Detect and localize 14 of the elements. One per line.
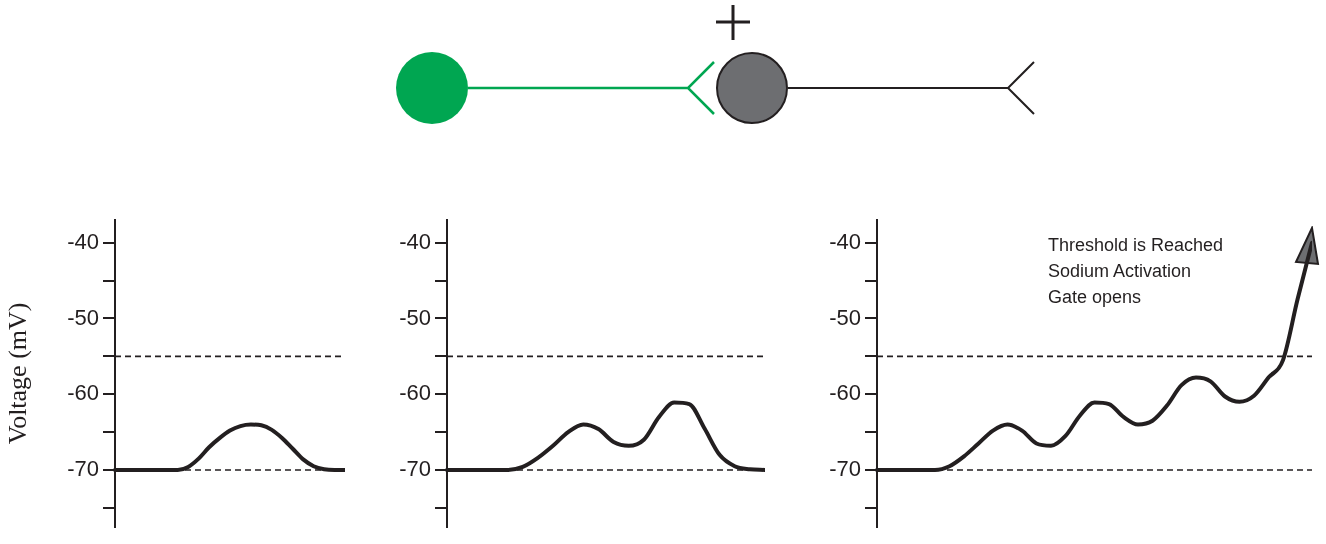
y-tick-label: -70 [829, 456, 861, 482]
y-tick-label: -70 [399, 456, 431, 482]
y-axis-title: Voltage (mV) [3, 302, 33, 445]
y-tick-label: -50 [829, 304, 861, 330]
y-tick-label: -40 [829, 228, 861, 254]
y-tick-label: -60 [829, 380, 861, 406]
y-tick-label: -60 [399, 380, 431, 406]
y-tick-label: -50 [399, 304, 431, 330]
y-tick-label: -60 [67, 380, 99, 406]
annotation: Threshold is Reached Sodium Activation Gate opens [1048, 234, 1224, 309]
y-tick-label: -40 [399, 228, 431, 254]
y-tick-label: -40 [67, 228, 99, 254]
y-tick-label: -50 [67, 304, 99, 330]
y-tick-label: -70 [67, 456, 99, 482]
